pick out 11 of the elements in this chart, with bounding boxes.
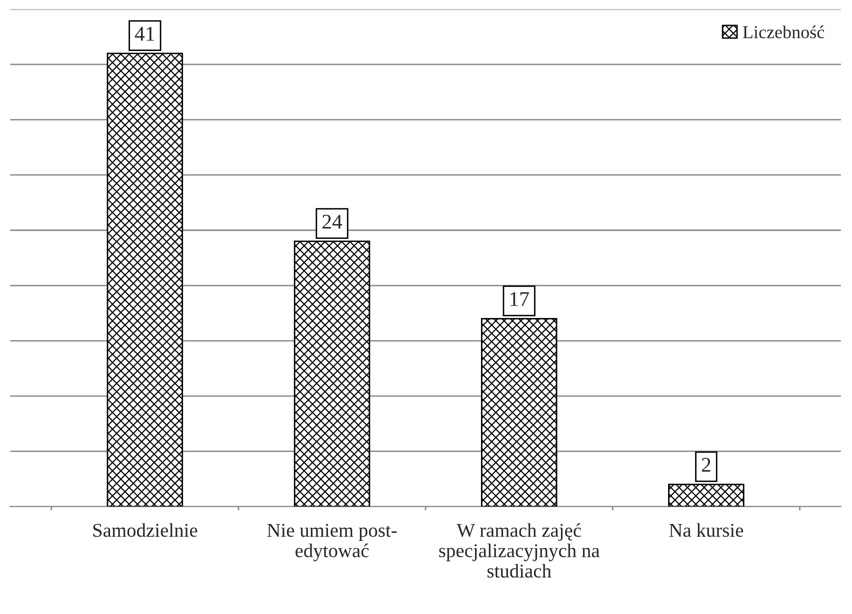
x-tick-label: W ramach zajęć specjalizacyjnych na studiach — [439, 523, 600, 578]
x-tick-label: Samodzielnie — [93, 523, 198, 537]
bar — [668, 484, 744, 507]
data-label: 17 — [510, 292, 529, 306]
x-tick-label: Na kursie — [669, 523, 744, 537]
legend-label: Liczebność — [742, 26, 824, 38]
data-label: 2 — [702, 458, 710, 472]
x-tick-label: Nie umiem post-edytować — [267, 524, 397, 562]
data-label: 41 — [134, 26, 154, 41]
bar — [481, 318, 558, 507]
data-label: 24 — [322, 214, 342, 229]
